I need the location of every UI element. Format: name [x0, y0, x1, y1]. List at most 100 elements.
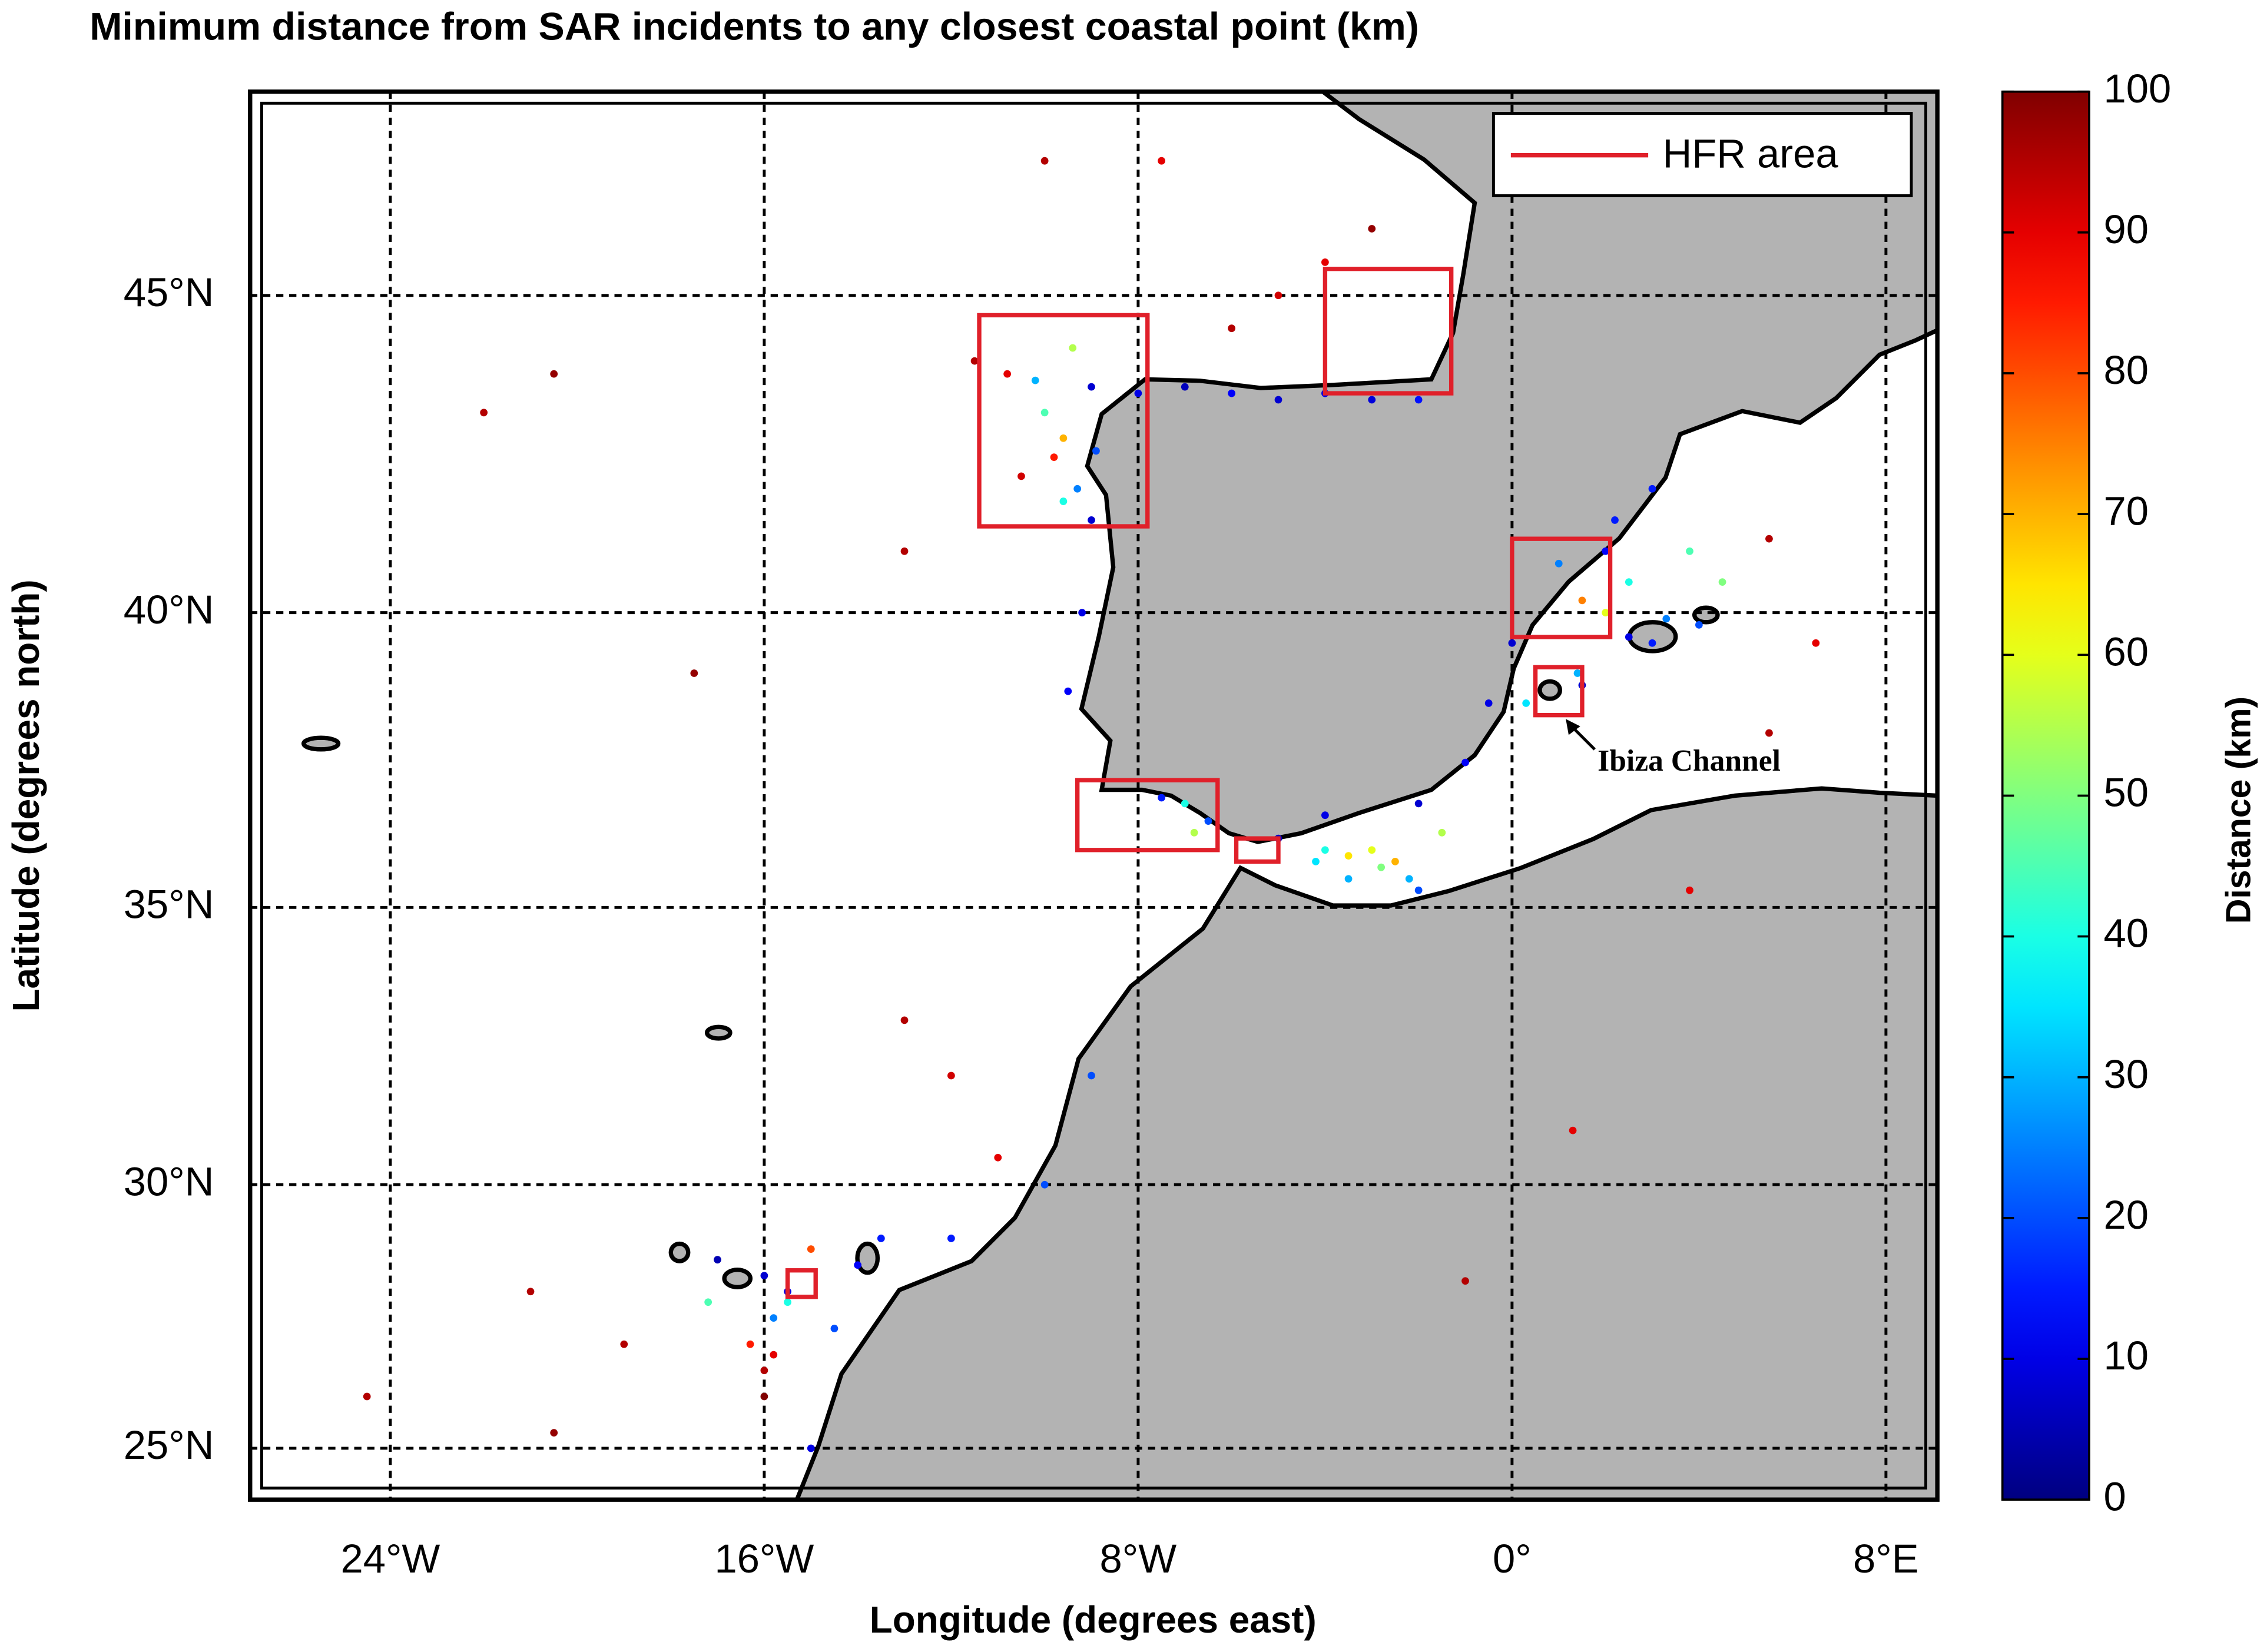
- incident-point: [1414, 396, 1423, 404]
- colorbar-tick-label: 80: [2104, 347, 2149, 393]
- incident-point: [994, 1153, 1002, 1162]
- x-tick-label: 8°W: [1100, 1536, 1177, 1581]
- incident-point: [1073, 485, 1082, 493]
- incident-point: [770, 1314, 778, 1322]
- incident-point: [1003, 370, 1012, 378]
- frame: [248, 89, 1940, 1502]
- colorbar-tick-label: 70: [2104, 488, 2149, 533]
- incident-point: [1391, 858, 1399, 865]
- incident-point: [1040, 157, 1049, 165]
- incident-point: [1686, 547, 1693, 555]
- incident-point: [1088, 383, 1095, 391]
- incident-point: [970, 357, 979, 365]
- points: [363, 157, 1820, 1452]
- island: [855, 1241, 880, 1275]
- hfr-area: [1510, 536, 1613, 639]
- colorbar-tick-label: 10: [2104, 1333, 2149, 1378]
- grid: [250, 91, 1938, 1500]
- incident-point: [1368, 396, 1376, 404]
- incident-point: [760, 1272, 768, 1280]
- annotation: Ibiza Channel: [1566, 719, 1781, 778]
- incident-point: [1190, 828, 1198, 837]
- incident-point: [1484, 699, 1493, 707]
- incident-point: [1695, 621, 1703, 629]
- incident-point: [1181, 800, 1189, 808]
- incident-point: [1368, 846, 1376, 854]
- incident-point: [1377, 863, 1386, 871]
- incident-point: [1134, 389, 1142, 397]
- island: [668, 1241, 691, 1263]
- incident-point: [1625, 578, 1633, 586]
- island: [704, 1024, 733, 1041]
- x-tick-label: 0°: [1493, 1536, 1532, 1581]
- incident-point: [1508, 639, 1516, 647]
- y-tick-label: 25°N: [124, 1422, 214, 1468]
- incident-point: [947, 1072, 955, 1080]
- y-tick-label: 45°N: [124, 270, 214, 315]
- y-tick-label: 35°N: [124, 881, 214, 927]
- hfr-area: [1323, 267, 1454, 396]
- incident-point: [1414, 800, 1423, 808]
- incident-point: [1686, 886, 1693, 894]
- colorbar-tick-label: 30: [2104, 1051, 2149, 1097]
- colorbar-tick-label: 20: [2104, 1192, 2149, 1238]
- incident-point: [714, 1256, 721, 1264]
- incident-point: [830, 1325, 838, 1332]
- incident-point: [1321, 811, 1329, 820]
- incident-point: [1578, 596, 1586, 605]
- colorbar: [2001, 90, 2090, 1501]
- incident-point: [1611, 516, 1619, 524]
- incident-point: [1812, 639, 1820, 647]
- arrow-head: [1566, 719, 1580, 735]
- incident-point: [947, 1235, 955, 1242]
- incident-point: [807, 1444, 815, 1452]
- incident-point: [1274, 291, 1282, 300]
- incident-point: [770, 1351, 778, 1359]
- incident-point: [1018, 472, 1025, 480]
- incident-point: [1204, 817, 1212, 825]
- incident-point: [1461, 1277, 1469, 1285]
- incident-point: [1648, 639, 1656, 647]
- incident-point: [1344, 852, 1353, 860]
- chart-title: Minimum distance from SAR incidents to a…: [90, 5, 1419, 49]
- colorbar-tick-label: 100: [2104, 66, 2172, 111]
- legend: HFR area: [1492, 112, 1913, 197]
- incident-point: [1438, 828, 1446, 837]
- incident-point: [1662, 615, 1671, 623]
- incident-point: [1765, 535, 1773, 543]
- incident-point: [877, 1235, 885, 1242]
- incident-point: [550, 1429, 558, 1437]
- incident-point: [690, 669, 698, 677]
- incident-point: [1602, 609, 1610, 617]
- incident-point: [1059, 434, 1068, 442]
- x-tick-label: 24°W: [340, 1536, 440, 1581]
- x-tick-label: 8°E: [1853, 1536, 1919, 1581]
- incident-point: [746, 1340, 754, 1348]
- y-tick-label: 40°N: [124, 587, 214, 632]
- incident-point: [1602, 547, 1610, 555]
- incident-point: [1522, 699, 1530, 707]
- incident-point: [1718, 578, 1726, 586]
- incident-point: [1059, 497, 1068, 505]
- island: [722, 1268, 753, 1289]
- incident-point: [1321, 258, 1329, 266]
- y-axis-label: Latitude (degrees north): [5, 579, 47, 1011]
- island: [301, 735, 341, 752]
- hfr-area: [1234, 836, 1281, 864]
- incident-point: [1088, 516, 1095, 524]
- x-tick-label: 16°W: [714, 1536, 814, 1581]
- incident-point: [1368, 225, 1376, 233]
- incident-point: [620, 1340, 628, 1348]
- island: [1537, 679, 1563, 701]
- incident-point: [1274, 396, 1282, 404]
- incident-point: [760, 1392, 768, 1401]
- colorbar-tick-label: 90: [2104, 207, 2149, 252]
- colorbar-label: Distance (km): [2219, 696, 2258, 924]
- incident-point: [1228, 389, 1236, 397]
- incident-point: [854, 1261, 862, 1269]
- frame-inner: [260, 101, 1927, 1490]
- incident-point: [1040, 409, 1049, 417]
- incident-point: [1064, 687, 1072, 695]
- europe: [1079, 91, 1938, 844]
